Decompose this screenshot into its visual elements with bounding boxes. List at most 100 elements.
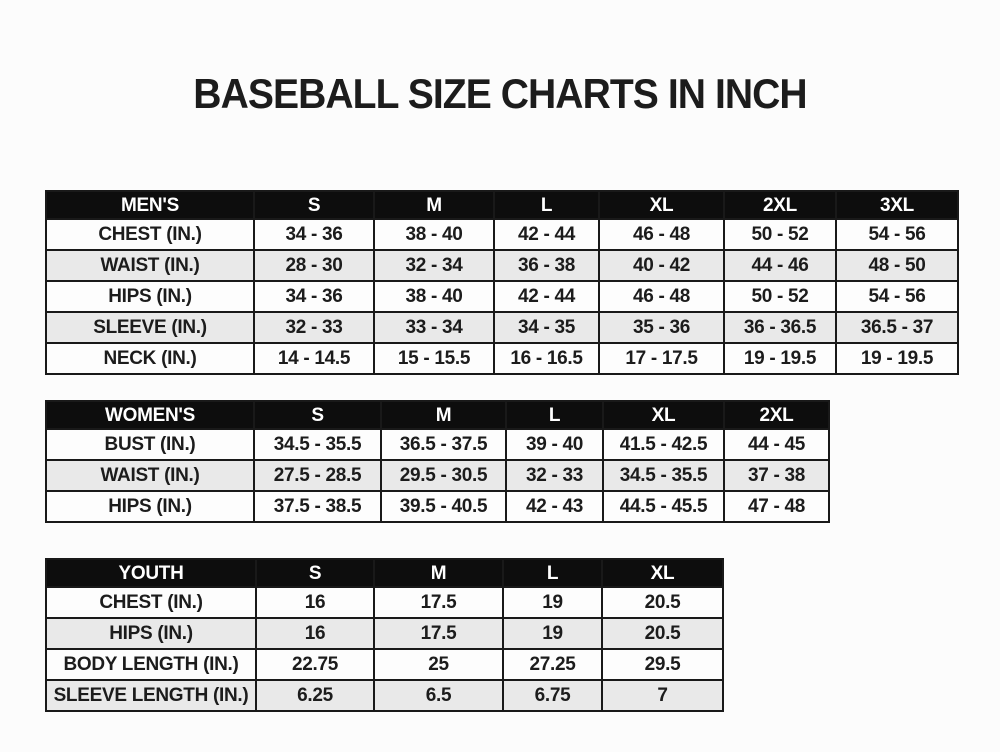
size-cell: 27.5 - 28.5	[253, 459, 382, 492]
size-cell: 22.75	[255, 648, 375, 681]
size-cell: 19 - 19.5	[723, 342, 837, 375]
mens-table-title-cell: MEN'S	[45, 190, 255, 220]
size-cell: 38 - 40	[373, 218, 495, 251]
size-cell: 6.5	[373, 679, 504, 712]
size-cell: 14 - 14.5	[253, 342, 375, 375]
mens-size-table: MEN'S S M L XL 2XL 3XL CHEST (IN.) 34 - 36 38 - …	[45, 190, 959, 375]
size-cell: 44 - 45	[723, 428, 830, 461]
row-label: BUST (IN.)	[45, 428, 255, 461]
size-cell: 20.5	[601, 586, 724, 619]
size-cell: 29.5 - 30.5	[380, 459, 507, 492]
column-header-m: M	[373, 190, 495, 220]
size-cell: 6.75	[502, 679, 603, 712]
row-label: WAIST (IN.)	[45, 459, 255, 492]
table-row: HIPS (IN.) 34 - 36 38 - 40 42 - 44 46 - 48 50…	[45, 280, 959, 313]
column-header-xl: XL	[602, 400, 725, 430]
mens-table-body: CHEST (IN.) 34 - 36 38 - 40 42 - 44 46 - 48 5…	[45, 218, 959, 375]
row-label: BODY LENGTH (IN.)	[45, 648, 257, 681]
size-cell: 19	[502, 617, 603, 650]
table-row: HIPS (IN.) 16 17.5 19 20.5	[45, 617, 724, 650]
table-row: CHEST (IN.) 34 - 36 38 - 40 42 - 44 46 - 48 5…	[45, 218, 959, 251]
size-cell: 34 - 36	[253, 218, 375, 251]
row-label: HIPS (IN.)	[45, 280, 255, 313]
column-header-2xl: 2XL	[723, 190, 837, 220]
table-row: HIPS (IN.) 37.5 - 38.5 39.5 - 40.5 42 - 43 4…	[45, 490, 830, 523]
mens-header-row: MEN'S S M L XL 2XL 3XL	[45, 190, 959, 220]
size-cell: 34.5 - 35.5	[253, 428, 382, 461]
size-cell: 54 - 56	[835, 218, 959, 251]
size-cell: 33 - 34	[373, 311, 495, 344]
size-cell: 17 - 17.5	[598, 342, 725, 375]
size-cell: 41.5 - 42.5	[602, 428, 725, 461]
size-cell: 36.5 - 37.5	[380, 428, 507, 461]
row-label: HIPS (IN.)	[45, 617, 257, 650]
size-cell: 32 - 33	[253, 311, 375, 344]
size-cell: 35 - 36	[598, 311, 725, 344]
size-cell: 32 - 34	[373, 249, 495, 282]
row-label: CHEST (IN.)	[45, 218, 255, 251]
table-row: SLEEVE LENGTH (IN.) 6.25 6.5 6.75 7	[45, 679, 724, 712]
size-cell: 28 - 30	[253, 249, 375, 282]
size-cell: 42 - 44	[493, 218, 600, 251]
size-cell: 32 - 33	[505, 459, 604, 492]
size-cell: 44 - 46	[723, 249, 837, 282]
mens-table-header: MEN'S S M L XL 2XL 3XL	[45, 190, 959, 220]
size-cell: 37.5 - 38.5	[253, 490, 382, 523]
size-cell: 17.5	[373, 586, 504, 619]
size-cell: 15 - 15.5	[373, 342, 495, 375]
table-row: NECK (IN.) 14 - 14.5 15 - 15.5 16 - 16.5 17 …	[45, 342, 959, 375]
size-cell: 42 - 43	[505, 490, 604, 523]
size-cell: 27.25	[502, 648, 603, 681]
size-cell: 29.5	[601, 648, 724, 681]
row-label: WAIST (IN.)	[45, 249, 255, 282]
size-cell: 37 - 38	[723, 459, 830, 492]
size-cell: 34 - 36	[253, 280, 375, 313]
row-label: NECK (IN.)	[45, 342, 255, 375]
size-cell: 47 - 48	[723, 490, 830, 523]
size-cell: 39.5 - 40.5	[380, 490, 507, 523]
column-header-s: S	[253, 190, 375, 220]
youth-size-table: YOUTH S M L XL CHEST (IN.) 16 17.5 19 20.5 HIPS (…	[45, 558, 724, 712]
size-cell: 50 - 52	[723, 280, 837, 313]
womens-table-header: WOMEN'S S M L XL 2XL	[45, 400, 830, 430]
womens-table-body: BUST (IN.) 34.5 - 35.5 36.5 - 37.5 39 - 40 4…	[45, 428, 830, 523]
size-cell: 40 - 42	[598, 249, 725, 282]
size-cell: 19	[502, 586, 603, 619]
table-row: SLEEVE (IN.) 32 - 33 33 - 34 34 - 35 35 - 36…	[45, 311, 959, 344]
table-row: BUST (IN.) 34.5 - 35.5 36.5 - 37.5 39 - 40 4…	[45, 428, 830, 461]
youth-table-title-cell: YOUTH	[45, 558, 257, 588]
size-cell: 34 - 35	[493, 311, 600, 344]
size-cell: 42 - 44	[493, 280, 600, 313]
column-header-s: S	[255, 558, 375, 588]
size-cell: 39 - 40	[505, 428, 604, 461]
size-cell: 25	[373, 648, 504, 681]
size-cell: 16	[255, 586, 375, 619]
column-header-s: S	[253, 400, 382, 430]
size-cell: 50 - 52	[723, 218, 837, 251]
size-cell: 7	[601, 679, 724, 712]
size-cell: 38 - 40	[373, 280, 495, 313]
size-cell: 17.5	[373, 617, 504, 650]
row-label: SLEEVE LENGTH (IN.)	[45, 679, 257, 712]
size-cell: 16 - 16.5	[493, 342, 600, 375]
column-header-2xl: 2XL	[723, 400, 830, 430]
size-cell: 46 - 48	[598, 218, 725, 251]
womens-header-row: WOMEN'S S M L XL 2XL	[45, 400, 830, 430]
size-cell: 36 - 38	[493, 249, 600, 282]
row-label: HIPS (IN.)	[45, 490, 255, 523]
column-header-xl: XL	[601, 558, 724, 588]
size-cell: 36.5 - 37	[835, 311, 959, 344]
size-cell: 36 - 36.5	[723, 311, 837, 344]
column-header-xl: XL	[598, 190, 725, 220]
column-header-m: M	[373, 558, 504, 588]
column-header-l: L	[502, 558, 603, 588]
size-cell: 16	[255, 617, 375, 650]
size-cell: 54 - 56	[835, 280, 959, 313]
page-title: BASEBALL SIZE CHARTS IN INCH	[193, 70, 807, 117]
row-label: SLEEVE (IN.)	[45, 311, 255, 344]
table-row: WAIST (IN.) 27.5 - 28.5 29.5 - 30.5 32 - 33…	[45, 459, 830, 492]
column-header-l: L	[505, 400, 604, 430]
size-cell: 19 - 19.5	[835, 342, 959, 375]
youth-header-row: YOUTH S M L XL	[45, 558, 724, 588]
